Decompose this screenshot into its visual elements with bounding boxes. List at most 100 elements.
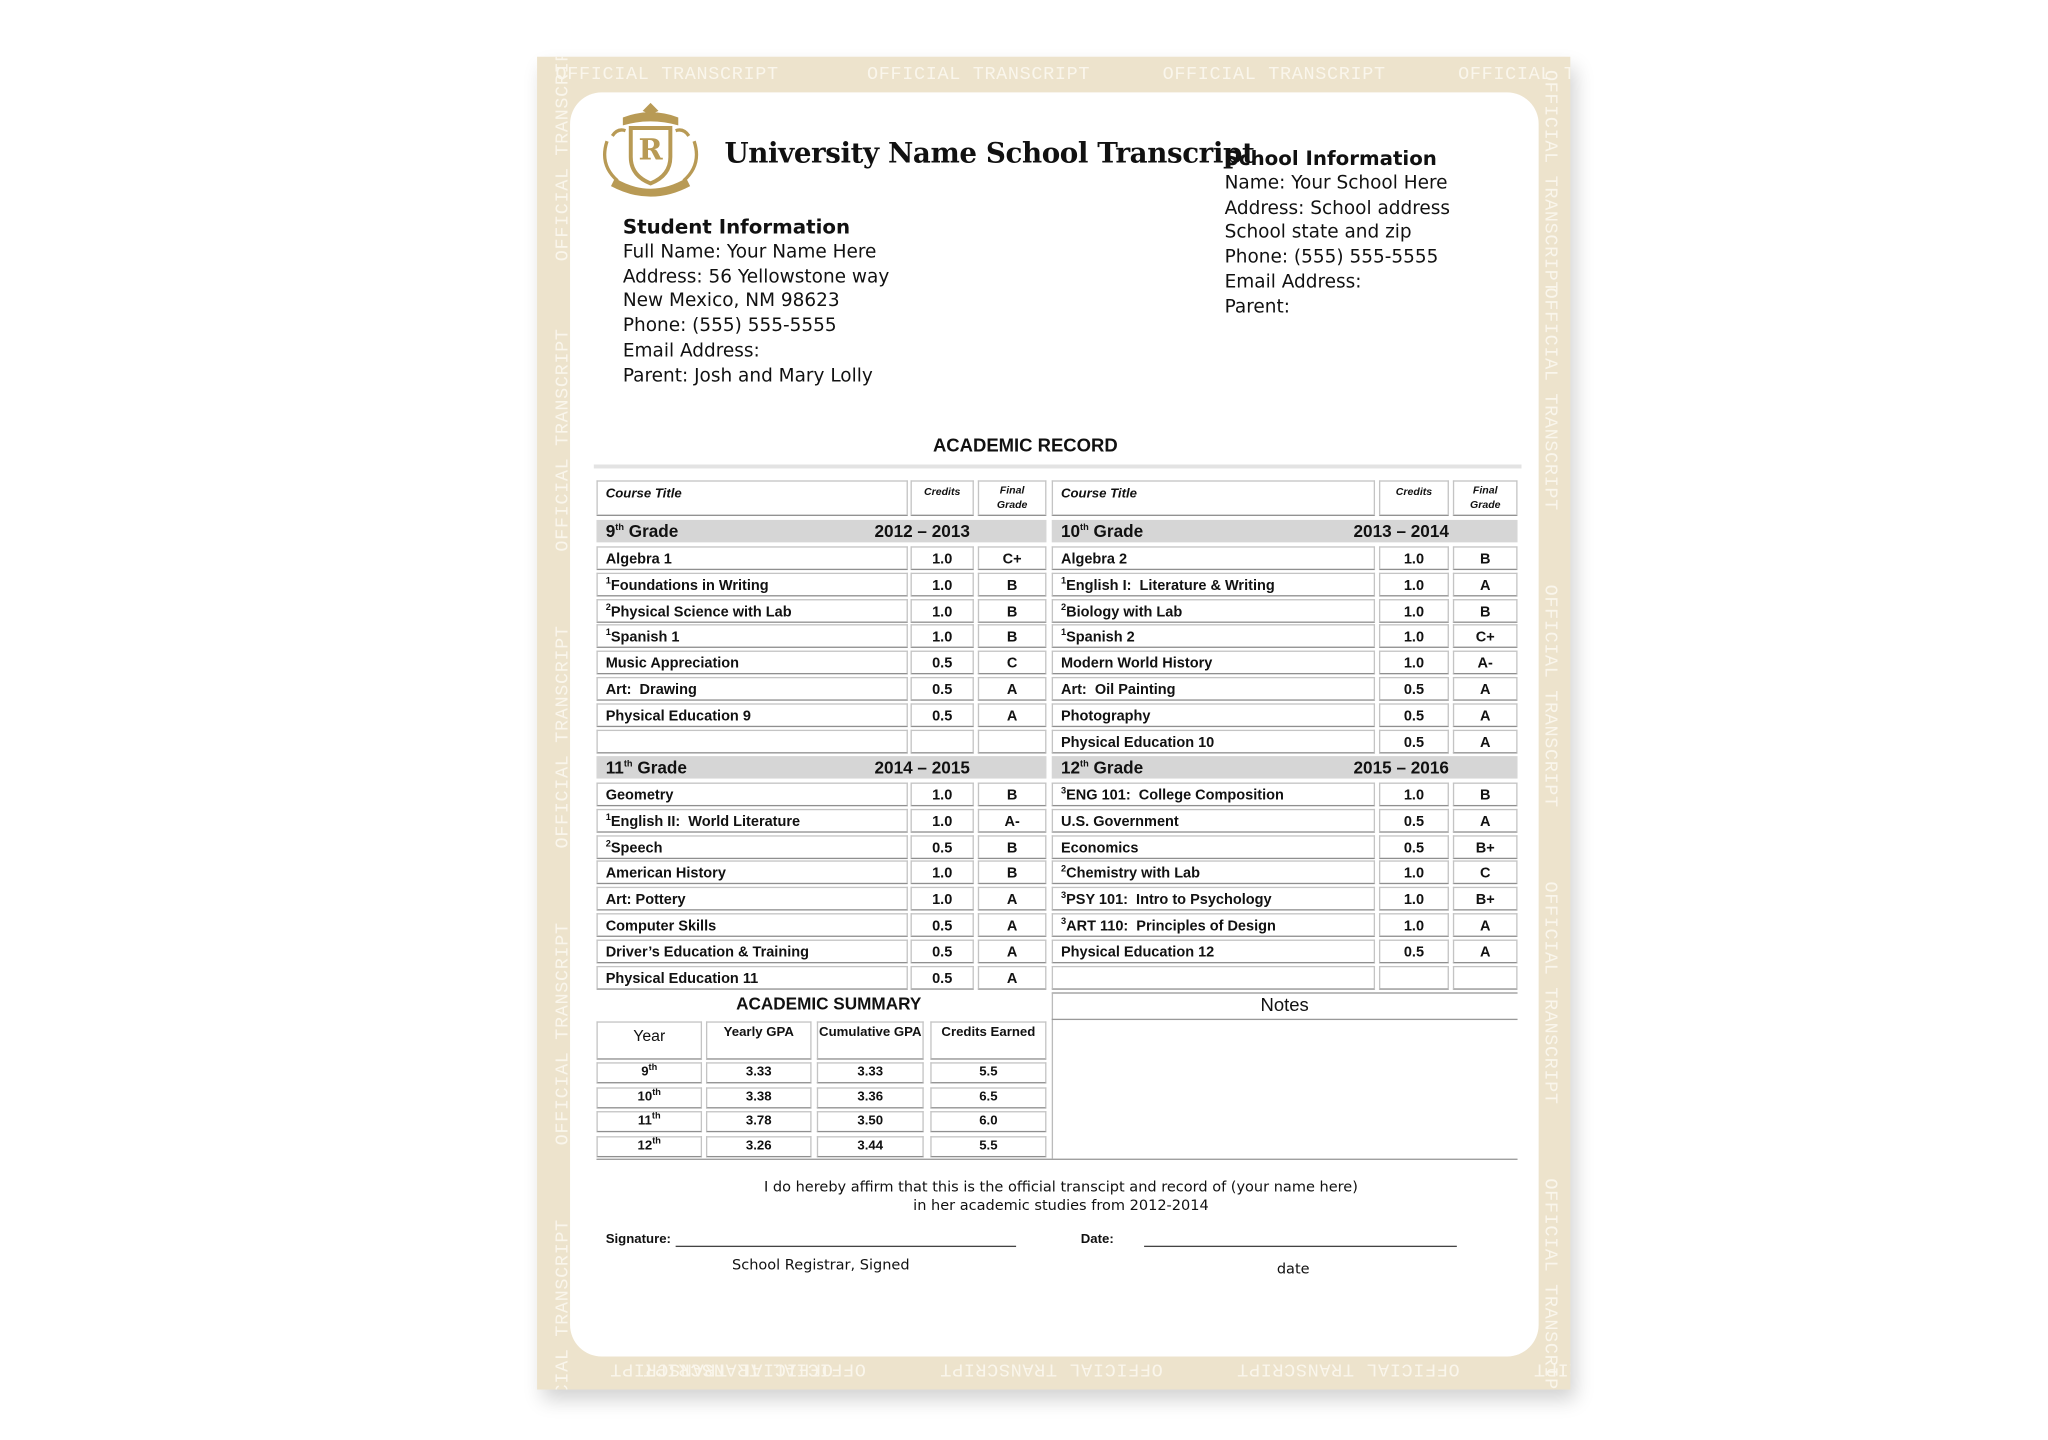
border-watermark: OFFICIAL TRANSCRIPT [1538, 881, 1560, 1105]
course-credits: 0.5 [932, 656, 953, 672]
course-credits: 0.5 [1403, 840, 1425, 856]
credits-cell [910, 729, 974, 753]
grade-cell: B [977, 782, 1047, 807]
course-title: Computer Skills [605, 918, 717, 935]
course-credits: 1.0 [1403, 629, 1425, 646]
course-title: ART 110: Principles of Design [1066, 918, 1276, 935]
grade-cell: A- [977, 808, 1047, 833]
course-title: Biology with Lab [1066, 603, 1183, 620]
grade-cell: C+ [977, 546, 1047, 571]
credits-cell: 0.5 [910, 650, 974, 675]
course-title-cell [1051, 965, 1376, 990]
course-title-cell: Art: Drawing [596, 676, 908, 701]
summary-cell: 6.5 [930, 1086, 1047, 1109]
summary-value: 3.44 [857, 1138, 884, 1154]
grade-number: 9 [605, 521, 616, 542]
course-grade: A [1479, 944, 1491, 961]
credits-cell: 1.0 [910, 572, 974, 597]
header-text: Credits [1395, 485, 1433, 498]
summary-value: 3.33 [857, 1064, 884, 1080]
course-credits: 0.5 [932, 840, 953, 856]
course-title-cell: Geometry [596, 782, 908, 807]
course-title-cell: 2Biology with Lab [1051, 598, 1376, 623]
course-title: ENG 101: College Composition [1066, 787, 1284, 804]
grade-cell: A [1452, 913, 1518, 937]
course-title: Art: Pottery [605, 892, 686, 909]
summary-header-text: Cumulative GPA [819, 1025, 922, 1040]
course-credits: 0.5 [1403, 734, 1425, 751]
credits-cell: 1.0 [910, 546, 974, 571]
grade-cell: B [1452, 546, 1518, 571]
credits-cell: 0.5 [910, 913, 974, 937]
header-text: Final Grade [996, 484, 1028, 511]
credits-cell [1378, 965, 1449, 990]
course-title: Modern World History [1060, 656, 1213, 672]
divider [593, 464, 1522, 469]
grade-word: Grade [1093, 521, 1144, 542]
course-title-cell: Art: Oil Painting [1051, 676, 1376, 701]
credits-cell: 0.5 [1378, 729, 1449, 753]
course-title: Spanish 2 [1066, 629, 1135, 646]
credits-cell: 1.0 [1378, 860, 1449, 885]
border-watermark: OFFICIAL TRANSCRIPT [642, 1357, 866, 1379]
course-title-cell: 1English II: World Literature [596, 808, 908, 833]
grade-cell: A [1452, 808, 1518, 833]
course-grade: A [1006, 708, 1018, 725]
border-watermark: OFFICIAL TRANSCRIPT [1538, 69, 1560, 294]
grade-suffix: th [615, 523, 624, 533]
course-title: Algebra 2 [1060, 551, 1128, 568]
course-credits: 0.5 [1403, 944, 1425, 961]
course-grade: B [1479, 551, 1491, 568]
course-title-cell: 1Spanish 1 [596, 624, 908, 649]
course-grade: A [1479, 682, 1491, 699]
course-credits: 1.0 [1403, 866, 1425, 883]
course-title: Physical Education 10 [1060, 734, 1215, 751]
grade-cell: B [977, 834, 1047, 859]
border-watermark: OFFICIAL TRANSCRIPT [555, 64, 779, 86]
grade-cell: A [977, 887, 1047, 911]
credits-cell: 0.5 [910, 676, 974, 701]
credits-cell: 0.5 [910, 834, 974, 859]
course-credits: 0.5 [1403, 682, 1425, 699]
credits-cell: 0.5 [910, 939, 974, 964]
border-watermark: OFFICIAL TRANSCRIPT [1538, 287, 1560, 511]
summary-value: 3.26 [745, 1138, 772, 1154]
affirmation-line: I do hereby affirm that this is the offi… [764, 1178, 1358, 1196]
course-title-cell: Modern World History [1051, 650, 1376, 675]
grade-cell: A [1452, 676, 1518, 701]
course-note: 1 [605, 813, 611, 823]
course-credits: 0.5 [932, 970, 953, 987]
course-title-cell: 2Physical Science with Lab [596, 598, 908, 623]
summary-cell: 3.44 [816, 1136, 924, 1158]
summary-value: 6.5 [979, 1089, 998, 1105]
border-watermark: OFFICIAL TRANSCRIPT [552, 56, 575, 262]
signature-line [675, 1245, 1017, 1248]
course-grade: A [1479, 734, 1491, 751]
header-cell: Course Title [1051, 480, 1376, 516]
grade-word: Grade [628, 521, 679, 542]
course-grade: C [1006, 656, 1018, 672]
course-grade: A [1006, 892, 1018, 909]
course-credits: 1.0 [932, 787, 953, 804]
border-watermark: OFFICIAL TRANSCRIPT [552, 1219, 575, 1390]
course-credits: 1.0 [932, 866, 953, 883]
summary-value: 5.5 [979, 1138, 998, 1154]
course-title: English II: World Literature [610, 813, 801, 830]
summary-cell: 6.0 [930, 1111, 1047, 1133]
info-line: Full Name: Your Name Here [622, 241, 877, 263]
signature-label: Signature: [605, 1232, 671, 1248]
grade-header: 12th Grade 2015 – 2016 [1051, 756, 1518, 779]
course-note: 2 [605, 602, 611, 613]
course-title: Foundations in Writing [610, 577, 769, 594]
info-line: Parent: [1224, 296, 1290, 318]
course-title: Economics [1060, 840, 1139, 856]
border-watermark: OFFICIAL TRANSCRIPT [1538, 584, 1560, 808]
course-title-cell: Driver’s Education & Training [596, 939, 908, 964]
signature-caption: School Registrar, Signed [732, 1256, 910, 1274]
course-credits: 0.5 [932, 918, 953, 935]
course-grade: B+ [1475, 892, 1495, 909]
grade-label: 10th Grade [1061, 520, 1143, 542]
course-title: English I: Literature & Writing [1066, 577, 1275, 594]
course-grade: B [1479, 603, 1491, 620]
document-title: University Name School Transcript [724, 135, 1255, 169]
